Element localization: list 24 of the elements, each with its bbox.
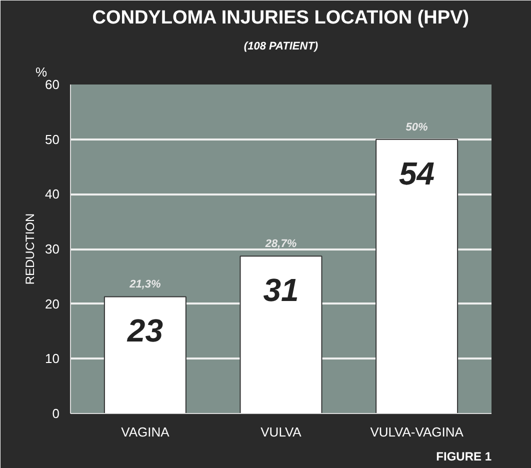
y-tick-label: 60	[45, 77, 60, 92]
annotation: 23	[126, 312, 164, 349]
chart-subtitle: (108 PATIENT)	[244, 40, 318, 52]
x-tick-label: VULVA	[260, 424, 302, 440]
x-tick-label: VAGINA	[121, 424, 170, 440]
y-axis-title: REDUCTION	[23, 213, 38, 285]
data-label: 21,3%	[128, 278, 162, 291]
data-label: 50%	[406, 121, 428, 134]
data-label: 28,7%	[264, 238, 297, 250]
y-tick-label: 30	[45, 242, 60, 256]
y-tick-label: 20	[45, 296, 60, 312]
bar	[376, 138, 458, 414]
annotation: 54	[399, 155, 435, 192]
y-tick-label: 50	[45, 132, 60, 147]
y-tick-label: 10	[45, 351, 60, 366]
text: %	[36, 64, 48, 80]
bar	[240, 256, 322, 414]
caption: FIGURE 1	[436, 450, 492, 464]
bar	[104, 296, 186, 414]
y-tick-label: 0	[52, 406, 60, 421]
x-tick-label: VULVA-VAGINA	[370, 424, 464, 440]
chart-title: CONDYLOMA INJURIES LOCATION (HPV)	[92, 8, 470, 28]
annotation: 31	[263, 272, 299, 308]
y-tick-label: 40	[45, 186, 60, 202]
